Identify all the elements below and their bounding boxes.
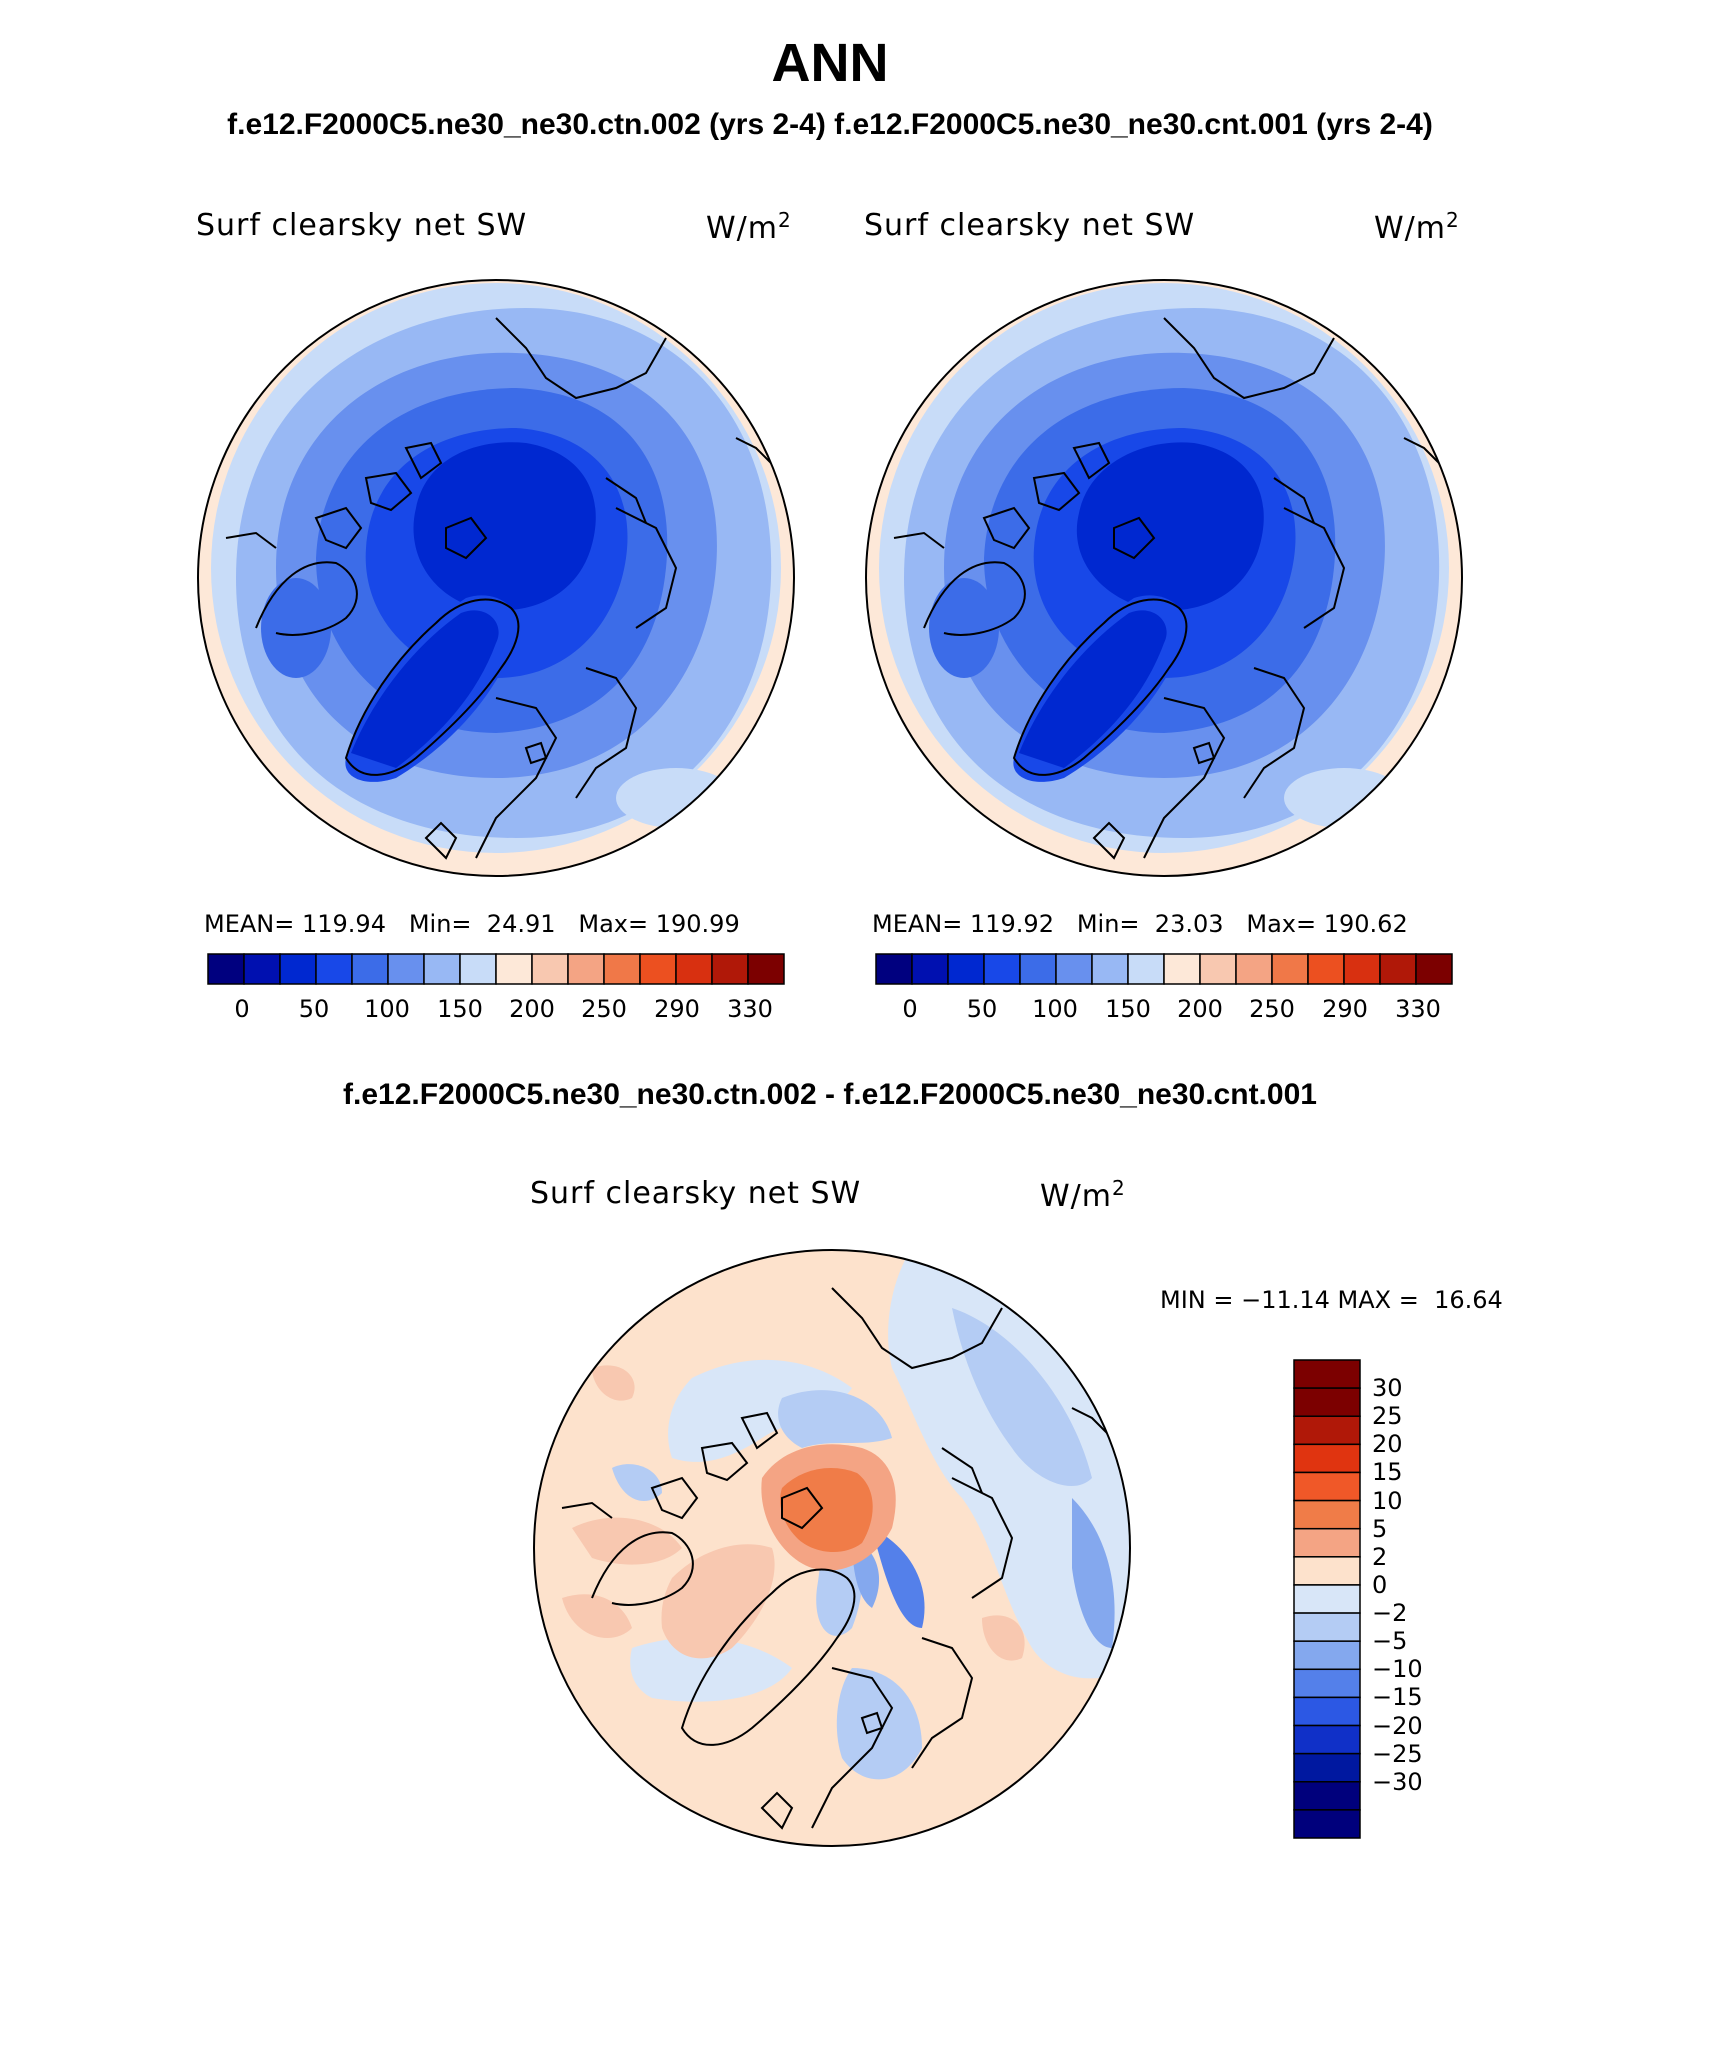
colorbar-swatch xyxy=(243,953,281,985)
colorbar-swatch xyxy=(1293,1612,1361,1642)
colorbar-swatch xyxy=(315,953,353,985)
colorbar-swatch xyxy=(1293,1752,1361,1783)
colorbar-swatch xyxy=(423,953,461,985)
colorbar-swatch xyxy=(1293,1696,1361,1727)
colorbar-swatch xyxy=(1293,1443,1361,1474)
colorbar-tick: 150 xyxy=(1105,995,1151,1023)
colorbar-swatch xyxy=(495,953,533,985)
colorbar-swatch xyxy=(911,953,949,985)
colorbar-tick: 50 xyxy=(298,995,330,1023)
colorbar-swatch xyxy=(1307,953,1345,985)
colorbar-swatch xyxy=(387,953,425,985)
colorbar-tick: 200 xyxy=(1177,995,1223,1023)
colorbar-tick: 20 xyxy=(1372,1430,1403,1459)
colorbar-swatch xyxy=(639,953,677,985)
panel-1-units: W/m2 xyxy=(706,208,792,246)
colorbar-swatch xyxy=(1127,953,1165,985)
colorbar-tick: 200 xyxy=(509,995,555,1023)
colorbar-tick: −15 xyxy=(1372,1683,1423,1712)
colorbar-tick: 100 xyxy=(364,995,410,1023)
panel-1-colorbar xyxy=(207,953,785,985)
colorbar-tick: 30 xyxy=(1372,1374,1403,1403)
colorbar-swatch xyxy=(531,953,569,985)
colorbar-swatch xyxy=(459,953,497,985)
colorbar-swatch xyxy=(675,953,713,985)
panel-2-variable: Surf clearsky net SW xyxy=(864,208,1196,243)
colorbar-tick: 150 xyxy=(437,995,483,1023)
colorbar-swatch xyxy=(279,953,317,985)
colorbar-tick: −20 xyxy=(1372,1711,1423,1740)
colorbar-tick: 0 xyxy=(1372,1570,1388,1599)
diff-panel-stats: MIN = −11.14 MAX = 16.64 xyxy=(1160,1286,1503,1314)
colorbar-swatch xyxy=(1293,1584,1361,1614)
colorbar-tick: 5 xyxy=(1372,1514,1388,1543)
colorbar-swatch xyxy=(1293,1724,1361,1755)
colorbar-swatch xyxy=(1293,1556,1361,1586)
colorbar-tick: 0 xyxy=(234,995,250,1023)
colorbar-swatch xyxy=(207,953,245,985)
diff-panel-variable: Surf clearsky net SW xyxy=(530,1176,862,1211)
colorbar-tick: 330 xyxy=(1395,995,1441,1023)
colorbar-tick: −25 xyxy=(1372,1739,1423,1768)
colorbar-swatch xyxy=(1199,953,1237,985)
colorbar-tick: −5 xyxy=(1372,1627,1408,1656)
panel-1-variable: Surf clearsky net SW xyxy=(196,208,528,243)
colorbar-swatch xyxy=(1163,953,1201,985)
colorbar-tick: 290 xyxy=(654,995,700,1023)
colorbar-tick: 10 xyxy=(1372,1486,1403,1515)
colorbar-swatch xyxy=(1055,953,1093,985)
panel-1-stats: MEAN= 119.94 Min= 24.91 Max= 190.99 xyxy=(204,910,740,938)
colorbar-tick: 250 xyxy=(581,995,627,1023)
colorbar-swatch xyxy=(1091,953,1129,985)
colorbar-swatch xyxy=(603,953,641,985)
colorbar-tick: 25 xyxy=(1372,1402,1403,1431)
colorbar-swatch xyxy=(1271,953,1309,985)
diff-colorbar xyxy=(1293,1359,1361,1839)
colorbar-tick: −10 xyxy=(1372,1655,1423,1684)
colorbar-swatch xyxy=(747,953,785,985)
colorbar-swatch xyxy=(1343,953,1381,985)
colorbar-swatch xyxy=(1293,1809,1361,1839)
panel-2-polar-map xyxy=(865,279,1463,877)
colorbar-swatch xyxy=(1293,1640,1361,1671)
panel-2-colorbar xyxy=(875,953,1453,985)
colorbar-swatch xyxy=(1293,1359,1361,1389)
colorbar-swatch xyxy=(1235,953,1273,985)
colorbar-tick: 330 xyxy=(727,995,773,1023)
colorbar-swatch xyxy=(983,953,1021,985)
colorbar-tick: 15 xyxy=(1372,1458,1403,1487)
colorbar-swatch xyxy=(1293,1387,1361,1417)
colorbar-tick: −30 xyxy=(1372,1767,1423,1796)
colorbar-swatch xyxy=(351,953,389,985)
figure-subtitle: f.e12.F2000C5.ne30_ne30.ctn.002 (yrs 2-4… xyxy=(227,108,1433,141)
colorbar-tick: 50 xyxy=(966,995,998,1023)
panel-2-stats: MEAN= 119.92 Min= 23.03 Max= 190.62 xyxy=(872,910,1408,938)
colorbar-swatch xyxy=(875,953,913,985)
colorbar-swatch xyxy=(1293,1471,1361,1502)
colorbar-tick: 0 xyxy=(902,995,918,1023)
diff-panel-polar-map xyxy=(533,1249,1131,1847)
colorbar-tick: 290 xyxy=(1322,995,1368,1023)
panel-1-polar-map xyxy=(197,279,795,877)
colorbar-swatch xyxy=(947,953,985,985)
colorbar-tick: 2 xyxy=(1372,1542,1388,1571)
colorbar-swatch xyxy=(1293,1781,1361,1811)
colorbar-tick: 100 xyxy=(1032,995,1078,1023)
colorbar-swatch xyxy=(1415,953,1453,985)
colorbar-swatch xyxy=(1293,1499,1361,1530)
figure-title: ANN xyxy=(771,33,889,93)
colorbar-swatch xyxy=(567,953,605,985)
colorbar-tick: 250 xyxy=(1249,995,1295,1023)
diff-panel-units: W/m2 xyxy=(1040,1176,1126,1214)
colorbar-swatch xyxy=(711,953,749,985)
colorbar-swatch xyxy=(1293,1415,1361,1446)
colorbar-swatch xyxy=(1293,1668,1361,1699)
colorbar-swatch xyxy=(1379,953,1417,985)
panel-2-units: W/m2 xyxy=(1374,208,1460,246)
colorbar-tick: −2 xyxy=(1372,1599,1408,1628)
colorbar-swatch xyxy=(1019,953,1057,985)
colorbar-swatch xyxy=(1293,1527,1361,1558)
difference-title: f.e12.F2000C5.ne30_ne30.ctn.002 - f.e12.… xyxy=(343,1078,1317,1111)
